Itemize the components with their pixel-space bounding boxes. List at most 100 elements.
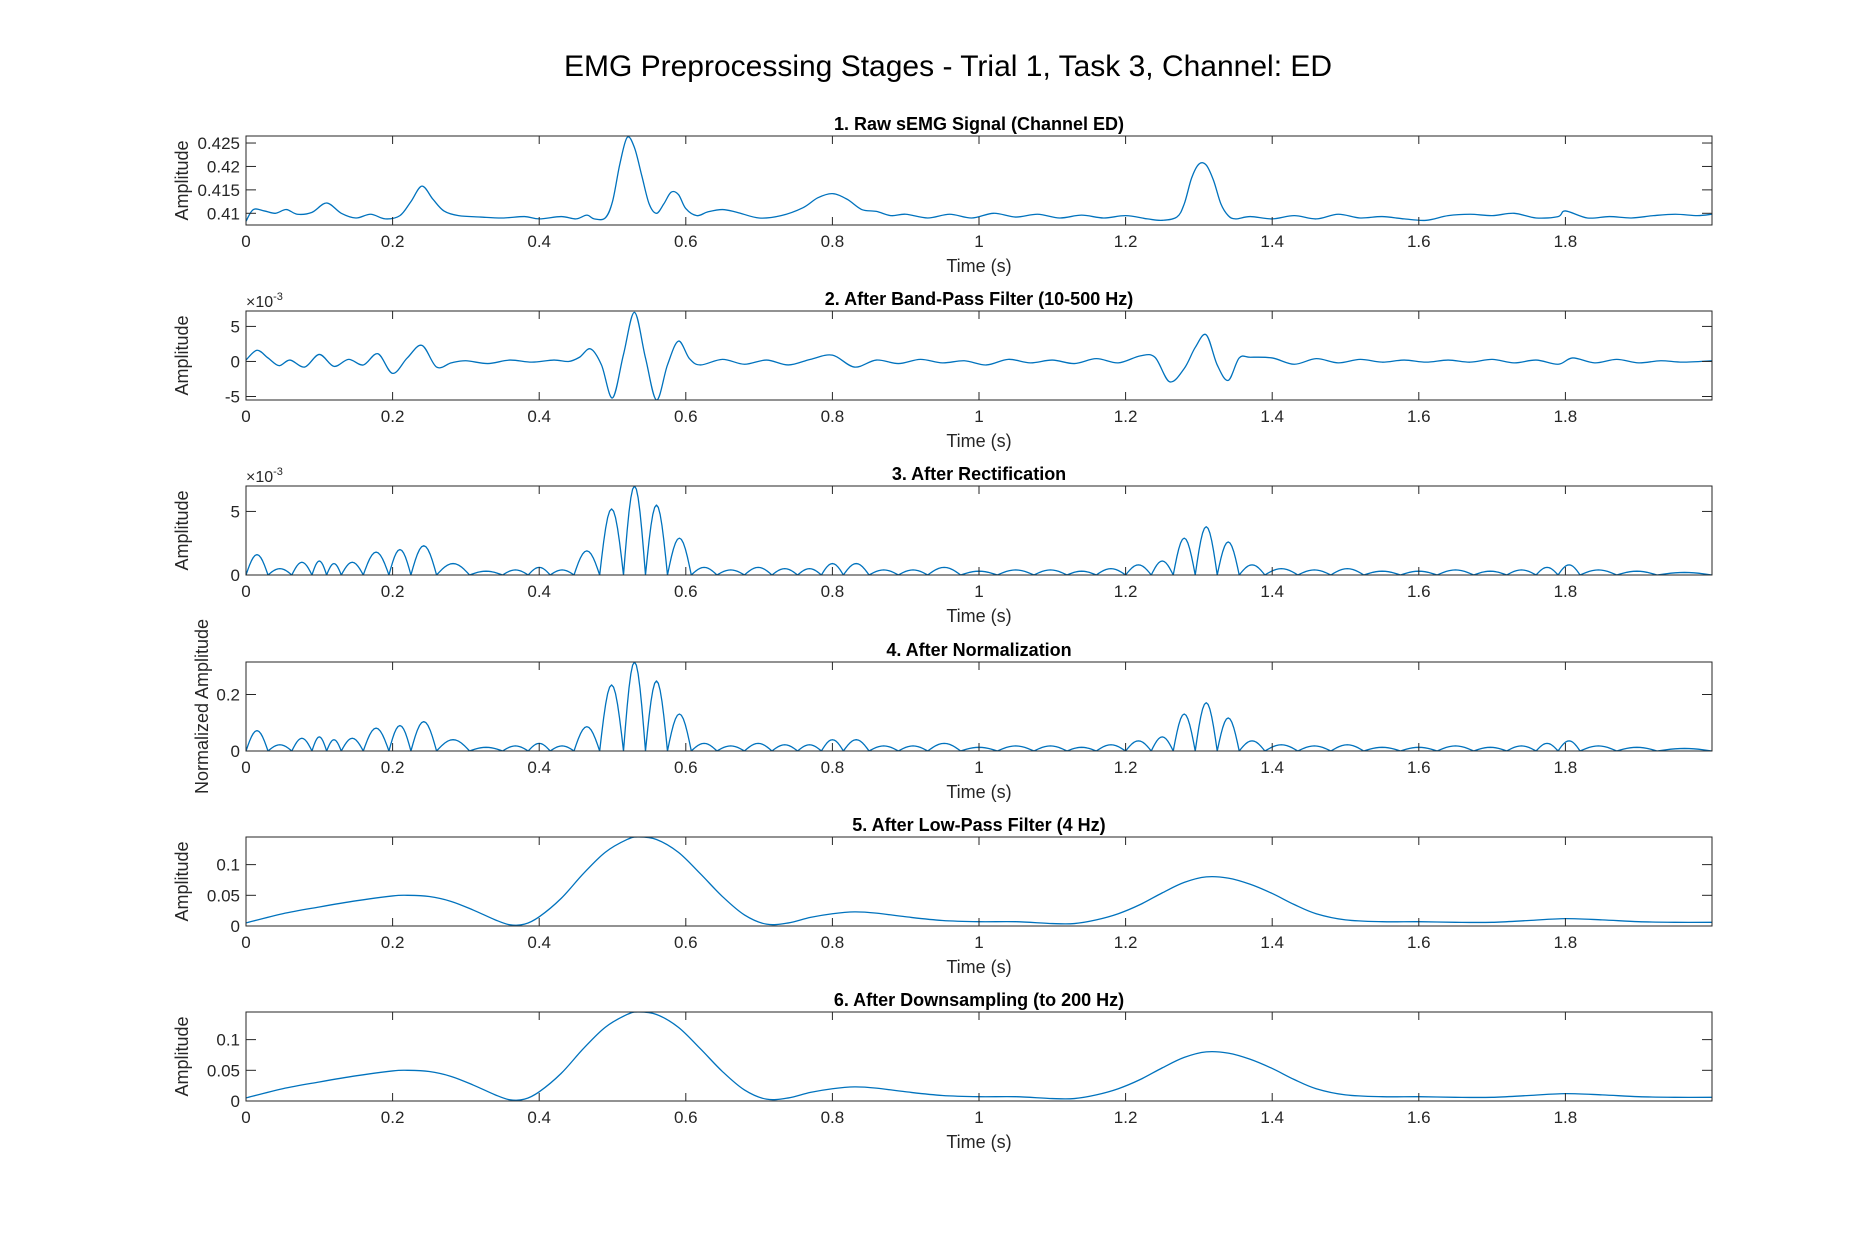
subplot-title: 1. Raw sEMG Signal (Channel ED) [834,114,1124,134]
y-tick-label: 0 [231,1092,240,1111]
subplot-5: 5. After Low-Pass Filter (4 Hz) 0 0.2 0.4 0.… [172,815,1713,977]
x-tick-label: 0.4 [527,582,551,601]
figure-title: EMG Preprocessing Stages - Trial 1, Task… [564,50,1332,83]
x-tick-label: 1.2 [1114,407,1138,426]
y-tick-label: 0.425 [197,134,240,153]
x-axis-label: Time (s) [946,431,1011,451]
x-tick-label: 0.8 [821,582,845,601]
x-tick-label: 0.4 [527,1108,551,1127]
y-tick-label: 0 [231,917,240,936]
x-tick-label: 1.4 [1260,407,1284,426]
x-tick-label: 0.6 [674,232,698,251]
x-tick-label: 0.2 [381,933,405,952]
signal-trace [246,136,1712,222]
y-tick-label: 0 [231,566,240,585]
x-tick-label: 0.2 [381,758,405,777]
x-tick-label: 0 [241,407,250,426]
y-axis-label: Amplitude [172,1016,192,1096]
subplot-6: 6. After Downsampling (to 200 Hz) 0 0.2 0.4… [172,990,1713,1152]
x-axis-label: Time (s) [946,957,1011,977]
subplot-2: 2. After Band-Pass Filter (10-500 Hz) 0 0.… [172,289,1713,451]
x-tick-label: 1.8 [1554,1108,1578,1127]
signal-trace [246,662,1712,751]
y-tick-label: 0.05 [207,1061,240,1080]
x-tick-label: 0.6 [674,582,698,601]
x-tick-label: 0.4 [527,232,551,251]
y-axis-label: Normalized Amplitude [192,619,212,794]
y-tick-label: 0.1 [216,1031,240,1050]
x-tick-label: 1.8 [1554,758,1578,777]
x-tick-label: 0.2 [381,582,405,601]
x-tick-label: 1.2 [1114,232,1138,251]
x-tick-label: 0 [241,582,250,601]
x-tick-label: 1 [974,582,983,601]
x-axis-label: Time (s) [946,606,1011,626]
x-tick-label: 1.2 [1114,758,1138,777]
y-tick-label: 0 [231,742,240,761]
x-tick-label: 1 [974,232,983,251]
signal-trace [246,1012,1712,1101]
x-tick-label: 0.6 [674,758,698,777]
x-tick-label: 1 [974,407,983,426]
signal-trace [246,837,1712,926]
x-tick-label: 0.8 [821,407,845,426]
x-tick-label: 1.6 [1407,758,1431,777]
signal-trace [246,311,1712,400]
subplot-title: 6. After Downsampling (to 200 Hz) [834,990,1124,1010]
x-tick-label: 1.4 [1260,1108,1284,1127]
subplot-4: 4. After Normalization 0 0.2 0.4 0.6 0.8 1 1.2 1… [192,619,1713,802]
subplot-title: 3. After Rectification [892,464,1066,484]
x-tick-label: 0.2 [381,407,405,426]
x-tick-label: 1.6 [1407,933,1431,952]
signal-trace [246,486,1712,575]
x-tick-label: 0 [241,1108,250,1127]
x-axis-label: Time (s) [946,1132,1011,1152]
y-tick-label: 5 [231,502,240,521]
subplot-3: 3. After Rectification 0 0.2 0.4 0.6 0.8 1 1.2 1… [172,464,1713,626]
x-tick-label: 1.8 [1554,933,1578,952]
x-tick-label: 1.6 [1407,232,1431,251]
y-axis-label: Amplitude [172,841,192,921]
x-tick-label: 0.6 [674,1108,698,1127]
x-tick-label: 1.4 [1260,582,1284,601]
y-axis-label: Amplitude [172,490,192,570]
x-tick-label: 0.8 [821,1108,845,1127]
y-tick-label: 0.415 [197,181,240,200]
x-tick-label: 1.8 [1554,407,1578,426]
x-tick-label: 0.8 [821,933,845,952]
y-tick-label: -5 [225,387,240,406]
x-tick-label: 0.4 [527,933,551,952]
x-tick-label: 0.8 [821,232,845,251]
y-axis-label: Amplitude [172,140,192,220]
y-tick-label: 0.2 [216,685,240,704]
x-tick-label: 0 [241,232,250,251]
x-tick-label: 1.2 [1114,933,1138,952]
y-tick-label: 0 [231,352,240,371]
y-tick-label: 0.1 [216,856,240,875]
x-tick-label: 1.2 [1114,1108,1138,1127]
y-tick-label: 0.05 [207,886,240,905]
x-tick-label: 1.8 [1554,232,1578,251]
y-axis-label: Amplitude [172,315,192,395]
y-tick-label: 0.42 [207,157,240,176]
x-tick-label: 1.2 [1114,582,1138,601]
x-tick-label: 1 [974,933,983,952]
x-tick-label: 1.6 [1407,1108,1431,1127]
x-tick-label: 0.2 [381,1108,405,1127]
subplot-title: 4. After Normalization [886,640,1071,660]
x-axis-label: Time (s) [946,256,1011,276]
x-tick-label: 0.6 [674,407,698,426]
x-tick-label: 1.8 [1554,582,1578,601]
subplot-title: 5. After Low-Pass Filter (4 Hz) [852,815,1105,835]
x-tick-label: 1 [974,758,983,777]
subplot-stack: 1. Raw sEMG Signal (Channel ED) 0 0.2 0.4 0.… [172,114,1713,1152]
x-tick-label: 1.4 [1260,933,1284,952]
y-tick-label: 5 [231,317,240,336]
x-tick-label: 0.8 [821,758,845,777]
subplot-1: 1. Raw sEMG Signal (Channel ED) 0 0.2 0.4 0.… [172,114,1713,276]
x-tick-label: 1 [974,1108,983,1127]
x-tick-label: 0.6 [674,933,698,952]
x-tick-label: 0.2 [381,232,405,251]
